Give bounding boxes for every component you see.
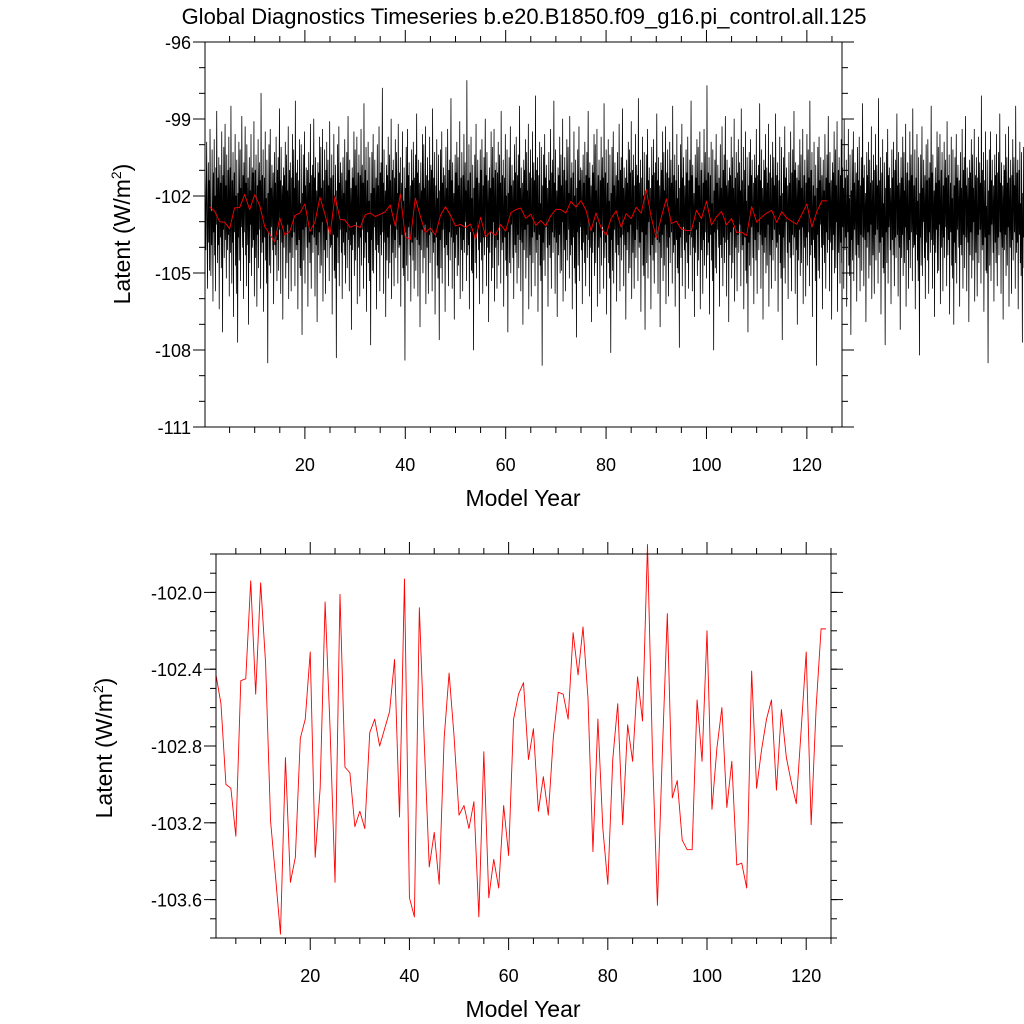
- top-panel-ytick-label: -96: [165, 33, 191, 53]
- bottom-panel-ytick-label: -102.4: [151, 660, 202, 680]
- top-panel-series-monthly-line: [204, 80, 1024, 366]
- bottom-panel-ytick-label: -102.8: [151, 737, 202, 757]
- top-panel-ylabel-close: ): [109, 164, 135, 172]
- bottom-panel-ylabel-close: ): [91, 678, 117, 686]
- bottom-panel-xtick-label: 20: [300, 966, 320, 986]
- top-panel-monthly-and-annual: Model Year Latent (W/m2) -96 -99 -102 -105 -…: [108, 30, 1024, 511]
- top-panel-xtick-label: 40: [395, 455, 415, 475]
- top-panel-ylabel: Latent (W/m2): [108, 164, 135, 305]
- bottom-panel-ylabel: Latent (W/m2): [90, 678, 117, 819]
- top-panel-ytick-label: -105: [155, 264, 191, 284]
- top-panel-ytick-label: -108: [155, 341, 191, 361]
- top-panel-ylabel-main: Latent (W/m: [109, 179, 135, 304]
- bottom-panel-ytick-label: -102.0: [151, 583, 202, 603]
- top-panel-xtick-label: 120: [792, 455, 822, 475]
- top-panel-xtick-label: 20: [295, 455, 315, 475]
- top-panel-xlabel: Model Year: [465, 485, 580, 511]
- bottom-panel-annual: Model Year Latent (W/m2) -102.0 -102.4 -10…: [90, 542, 843, 1022]
- top-panel-ytick-label: -111: [158, 418, 191, 438]
- top-panel-ylabel-superscript: 2: [108, 171, 124, 179]
- bottom-panel-xtick-label: 80: [598, 966, 618, 986]
- top-panel-xtick-label: 100: [691, 455, 721, 475]
- bottom-panel-ytick-label: -103.6: [151, 891, 202, 911]
- bottom-panel-ylabel-main: Latent (W/m: [91, 693, 117, 818]
- bottom-panel-xtick-label: 120: [791, 966, 821, 986]
- top-panel-xtick-label: 60: [496, 455, 516, 475]
- bottom-panel-series-annual-line: [215, 543, 827, 935]
- bottom-panel-xlabel: Model Year: [465, 996, 580, 1022]
- top-panel-plot-frame: [204, 41, 843, 428]
- bottom-panel-xtick-label: 100: [692, 966, 722, 986]
- figure-title: Global Diagnostics Timeseries b.e20.B185…: [182, 4, 867, 29]
- bottom-panel-ytick-label: -103.2: [151, 814, 202, 834]
- top-panel-ytick-label: -99: [165, 110, 191, 130]
- top-panel-xtick-label: 80: [596, 455, 616, 475]
- bottom-panel-ylabel-superscript: 2: [90, 685, 106, 693]
- top-panel-series-annual-line: [209, 189, 827, 243]
- bottom-panel-xtick-label: 40: [399, 966, 419, 986]
- top-panel-ytick-label: -102: [155, 187, 191, 207]
- bottom-panel-xtick-label: 60: [499, 966, 519, 986]
